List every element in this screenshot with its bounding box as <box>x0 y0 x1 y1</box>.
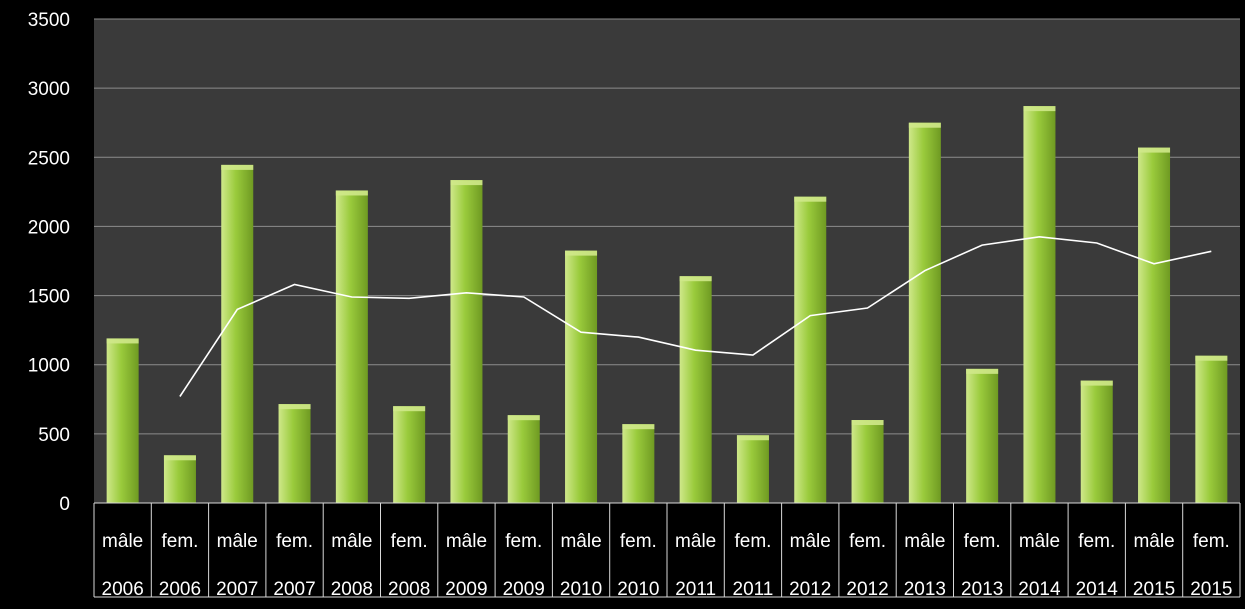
category-label: mâle <box>1133 531 1174 552</box>
category-label: fem. <box>734 531 771 552</box>
category-label: fem. <box>1078 531 1115 552</box>
bar-cap <box>1080 380 1113 386</box>
bar-cap <box>106 338 139 344</box>
bar <box>106 338 139 503</box>
category-year: 2014 <box>1018 579 1061 600</box>
category-label: fem. <box>161 531 198 552</box>
category-year: 2012 <box>846 579 888 600</box>
bar <box>966 368 999 503</box>
bar-cap <box>450 180 483 186</box>
bar <box>163 455 196 503</box>
y-tick-label: 3500 <box>28 10 70 31</box>
bar-cap <box>507 415 540 421</box>
category-label: fem. <box>276 531 313 552</box>
y-tick-label: 3000 <box>28 79 70 100</box>
y-tick-label: 2000 <box>28 217 70 238</box>
bar <box>851 420 884 503</box>
bar-cap <box>851 420 884 426</box>
category-label: mâle <box>1019 531 1060 552</box>
category-label: fem. <box>620 531 657 552</box>
plot-area <box>94 19 1240 503</box>
category-label: fem. <box>964 531 1001 552</box>
bar-cap <box>679 276 712 282</box>
bar <box>278 404 311 503</box>
category-year: 2011 <box>733 579 774 600</box>
category-year: 2009 <box>445 579 487 600</box>
y-tick-label: 1000 <box>28 356 70 377</box>
category-label: fem. <box>849 531 886 552</box>
bar <box>1138 147 1171 503</box>
category-year: 2008 <box>331 579 373 600</box>
bar <box>1023 106 1056 504</box>
y-tick-label: 1500 <box>28 287 70 308</box>
bar-cap <box>565 250 598 256</box>
category-label: mâle <box>102 531 143 552</box>
bar-cap <box>908 122 941 128</box>
category-label: mâle <box>446 531 487 552</box>
category-year: 2010 <box>560 579 602 600</box>
category-year: 2006 <box>102 579 144 600</box>
bar-cap <box>335 190 368 196</box>
bar <box>565 250 598 503</box>
bar-cap <box>163 455 196 461</box>
bar-cap <box>1195 355 1228 361</box>
category-year: 2007 <box>216 579 258 600</box>
bar <box>1080 380 1113 503</box>
bar <box>393 406 426 503</box>
bar <box>221 164 254 504</box>
bar-cap <box>736 435 769 441</box>
gridlines <box>94 18 1240 435</box>
category-label: mâle <box>331 531 372 552</box>
category-year: 2015 <box>1190 579 1232 600</box>
bar <box>507 415 540 503</box>
category-label: mâle <box>217 531 258 552</box>
bar <box>679 276 712 503</box>
category-year: 2007 <box>273 579 315 600</box>
category-label: mâle <box>675 531 716 552</box>
category-year: 2011 <box>675 579 716 600</box>
bar <box>622 424 655 503</box>
bar <box>736 435 769 503</box>
category-table: mâle 2006 fem. 2006 mâle 2007 fem. 2007 mâle 2008… <box>93 502 1241 600</box>
category-year: 2013 <box>961 579 1003 600</box>
trend-line <box>179 235 1212 397</box>
bar-cap <box>278 404 311 410</box>
y-tick-label: 0 <box>59 494 70 515</box>
bar <box>908 122 941 503</box>
bar-cap <box>622 424 655 430</box>
category-year: 2013 <box>904 579 946 600</box>
category-label: fem. <box>1193 531 1230 552</box>
bar-cap <box>1138 147 1171 153</box>
bar <box>794 196 827 503</box>
y-axis: 0 500 1000 1500 2000 2500 3000 3500 <box>28 10 70 515</box>
y-tick-label: 500 <box>38 425 70 446</box>
bar-cap <box>221 164 254 170</box>
category-year: 2012 <box>789 579 831 600</box>
bar <box>1195 355 1228 503</box>
category-year: 2008 <box>388 579 430 600</box>
category-label: fem. <box>505 531 542 552</box>
bar-cap <box>1023 106 1056 112</box>
category-year: 2014 <box>1076 579 1119 600</box>
category-year: 2010 <box>617 579 659 600</box>
bar <box>450 180 483 504</box>
category-label: fem. <box>391 531 428 552</box>
category-year: 2006 <box>159 579 201 600</box>
bar-cap <box>966 368 999 374</box>
category-year: 2009 <box>503 579 545 600</box>
line-series <box>179 235 1212 397</box>
category-label: mâle <box>560 531 601 552</box>
category-label: mâle <box>790 531 831 552</box>
category-year: 2015 <box>1133 579 1175 600</box>
bar <box>335 190 368 503</box>
bar-cap <box>794 196 827 202</box>
y-tick-label: 2500 <box>28 148 70 169</box>
bar-series <box>106 106 1228 504</box>
category-label: mâle <box>904 531 945 552</box>
bar-cap <box>393 406 426 412</box>
